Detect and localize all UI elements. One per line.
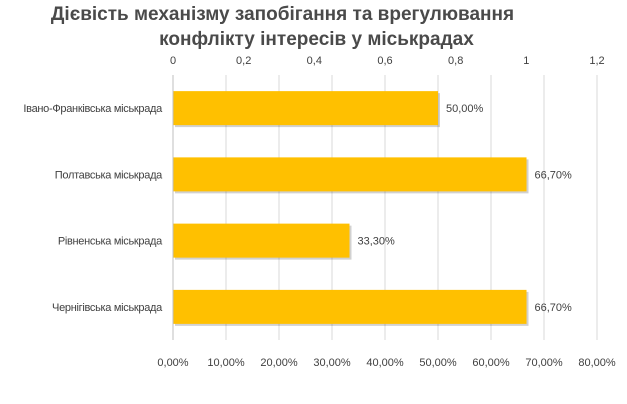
data-label: 50,00%: [446, 103, 484, 115]
bottom-axis-tick-label: 10,00%: [207, 357, 245, 369]
chart-title-line-1: Дієвість механізму запобігання та врегул…: [50, 4, 515, 25]
category-label: Рівненська міськрада: [58, 236, 163, 248]
category-label: Чернігівська міськрада: [52, 302, 163, 314]
data-label: 33,30%: [357, 236, 395, 248]
bottom-axis-tick-label: 0,00%: [157, 357, 188, 369]
top-axis-tick-label: 1,2: [589, 55, 604, 67]
bottom-axis-tick-label: 20,00%: [260, 357, 298, 369]
top-axis-tick-label: 1: [523, 55, 529, 67]
bar: [173, 91, 438, 126]
chart-title-line-2: конфлікту інтересів у міськрадах: [159, 29, 474, 50]
bottom-axis-tick-label: 80,00%: [578, 357, 616, 369]
bottom-axis-tick-label: 40,00%: [366, 357, 404, 369]
data-label: 66,70%: [535, 302, 573, 314]
category-label: Івано-Франківська міськрада: [23, 103, 163, 115]
top-axis-tick-label: 0,4: [307, 55, 322, 67]
bottom-axis-tick-label: 70,00%: [525, 357, 563, 369]
bottom-axis-tick-label: 60,00%: [472, 357, 510, 369]
top-axis-tick-label: 0,8: [448, 55, 463, 67]
bar: [173, 157, 527, 192]
bottom-axis-tick-label: 30,00%: [313, 357, 351, 369]
category-label: Полтавська міськрада: [55, 169, 163, 181]
top-axis-tick-label: 0,2: [236, 55, 251, 67]
bar: [173, 289, 527, 324]
bottom-axis-tick-label: 50,00%: [419, 357, 457, 369]
top-axis-tick-label: 0: [170, 55, 176, 67]
data-label: 66,70%: [535, 169, 573, 181]
top-axis-tick-label: 0,6: [377, 55, 392, 67]
bar: [173, 223, 350, 258]
chart-title: Дієвість механізму запобігання та врегул…: [0, 2, 627, 52]
